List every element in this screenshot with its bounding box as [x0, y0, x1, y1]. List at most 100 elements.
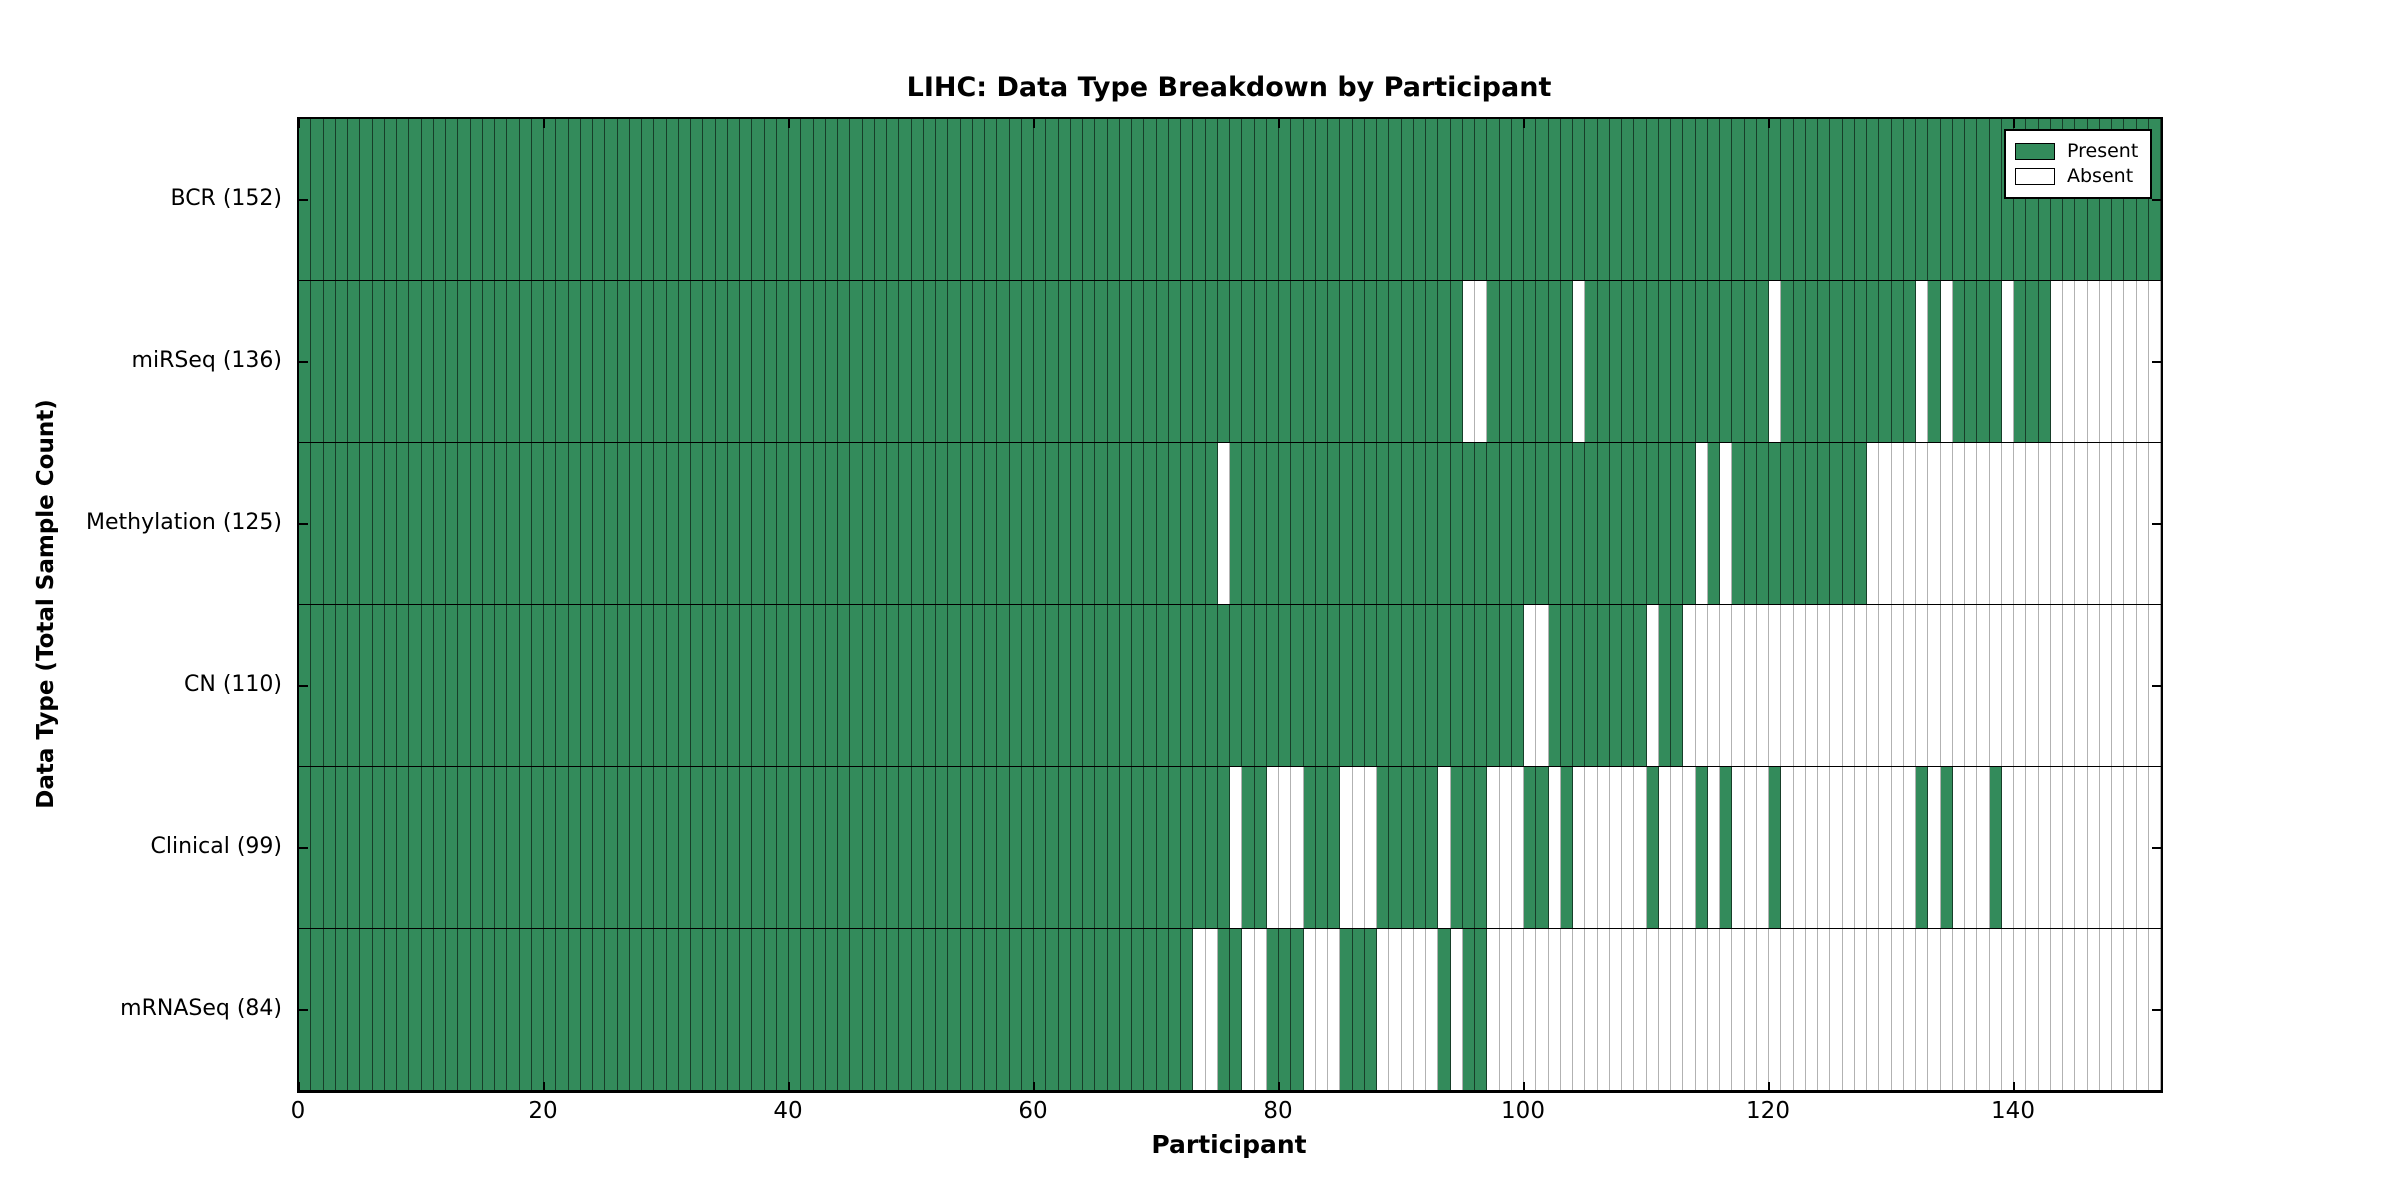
heatmap-cell — [654, 281, 667, 442]
heatmap-cell — [703, 767, 716, 928]
heatmap-cell — [397, 443, 410, 604]
heatmap-cell — [1230, 443, 1243, 604]
legend-present-label: Present — [2067, 140, 2139, 162]
heatmap-cell — [1193, 767, 1206, 928]
heatmap-cell — [1377, 605, 1390, 766]
heatmap-cell — [458, 119, 471, 280]
heatmap-cell — [1168, 605, 1181, 766]
heatmap-cell — [531, 119, 544, 280]
heatmap-cell — [629, 767, 642, 928]
heatmap-cell — [1989, 443, 2002, 604]
heatmap-cell — [1842, 119, 1855, 280]
heatmap-cell — [1695, 929, 1708, 1090]
x-tick-mark — [1033, 1082, 1035, 1091]
heatmap-cell — [1230, 605, 1243, 766]
heatmap-cell — [1622, 605, 1635, 766]
heatmap-cell — [446, 767, 459, 928]
heatmap-cell — [874, 443, 887, 604]
heatmap-cell — [1634, 767, 1647, 928]
y-tick-label-Clinical: Clinical (99) — [150, 834, 282, 859]
heatmap-cell — [899, 281, 912, 442]
heatmap-cell — [384, 119, 397, 280]
heatmap-cell — [1181, 767, 1194, 928]
heatmap-cell — [1707, 929, 1720, 1090]
heatmap-cell — [825, 929, 838, 1090]
heatmap-cell — [1720, 605, 1733, 766]
heatmap-cell — [446, 605, 459, 766]
heatmap-cell — [1916, 281, 1929, 442]
y-tick-mark — [299, 847, 308, 849]
heatmap-cell — [1732, 929, 1745, 1090]
heatmap-cell — [911, 605, 924, 766]
heatmap-cell — [960, 443, 973, 604]
y-tick-label-miRSeq: miRSeq (136) — [131, 348, 282, 373]
heatmap-cell — [458, 605, 471, 766]
heatmap-cell — [1622, 281, 1635, 442]
heatmap-cell — [372, 443, 385, 604]
heatmap-cell — [1891, 605, 1904, 766]
x-tick-mark — [1768, 1082, 1770, 1091]
heatmap-cell — [1560, 929, 1573, 1090]
heatmap-cell — [985, 119, 998, 280]
heatmap-cell — [850, 605, 863, 766]
heatmap-cell — [519, 929, 532, 1090]
heatmap-cell — [825, 443, 838, 604]
heatmap-cell — [887, 929, 900, 1090]
heatmap-cell — [1854, 605, 1867, 766]
heatmap-cell — [1585, 767, 1598, 928]
heatmap-cell — [825, 281, 838, 442]
heatmap-cell — [593, 767, 606, 928]
heatmap-cell — [801, 119, 814, 280]
heatmap-cell — [1634, 281, 1647, 442]
heatmap-cell — [384, 443, 397, 604]
heatmap-cell — [985, 281, 998, 442]
heatmap-cell — [1462, 929, 1475, 1090]
heatmap-cell — [421, 119, 434, 280]
heatmap-cell — [1426, 443, 1439, 604]
heatmap-cell — [1597, 443, 1610, 604]
heatmap-cell — [1058, 119, 1071, 280]
heatmap-cell — [1475, 119, 1488, 280]
heatmap-cell — [409, 443, 422, 604]
heatmap-cell — [911, 119, 924, 280]
heatmap-cell — [862, 929, 875, 1090]
heatmap-cell — [1279, 605, 1292, 766]
heatmap-cell — [703, 119, 716, 280]
heatmap-cell — [519, 605, 532, 766]
heatmap-cell — [1046, 443, 1059, 604]
heatmap-cell — [605, 605, 618, 766]
heatmap-cell — [1303, 443, 1316, 604]
heatmap-cell — [2075, 929, 2088, 1090]
heatmap-cell — [409, 281, 422, 442]
heatmap-cell — [1132, 281, 1145, 442]
heatmap-cell — [556, 605, 569, 766]
heatmap-cell — [678, 281, 691, 442]
heatmap-cell — [1168, 119, 1181, 280]
heatmap-cell — [1536, 605, 1549, 766]
heatmap-cell — [923, 929, 936, 1090]
heatmap-cell — [1426, 767, 1439, 928]
x-tick-mark — [1523, 1082, 1525, 1091]
heatmap-cell — [1315, 767, 1328, 928]
heatmap-cell — [1291, 281, 1304, 442]
heatmap-cell — [1487, 605, 1500, 766]
heatmap-cell — [923, 605, 936, 766]
heatmap-cell — [1021, 119, 1034, 280]
heatmap-cell — [666, 281, 679, 442]
heatmap-cell — [580, 119, 593, 280]
heatmap-cell — [703, 605, 716, 766]
heatmap-cell — [531, 929, 544, 1090]
heatmap-cell — [1916, 929, 1929, 1090]
heatmap-cell — [1536, 443, 1549, 604]
heatmap-cell — [593, 281, 606, 442]
heatmap-cell — [1781, 929, 1794, 1090]
heatmap-cell — [1671, 605, 1684, 766]
heatmap-cell — [1254, 281, 1267, 442]
heatmap-cell — [556, 443, 569, 604]
heatmap-cell — [1107, 281, 1120, 442]
heatmap-cell — [997, 443, 1010, 604]
heatmap-cell — [1058, 605, 1071, 766]
heatmap-cell — [2001, 605, 2014, 766]
heatmap-cell — [2112, 767, 2125, 928]
heatmap-cell — [727, 605, 740, 766]
